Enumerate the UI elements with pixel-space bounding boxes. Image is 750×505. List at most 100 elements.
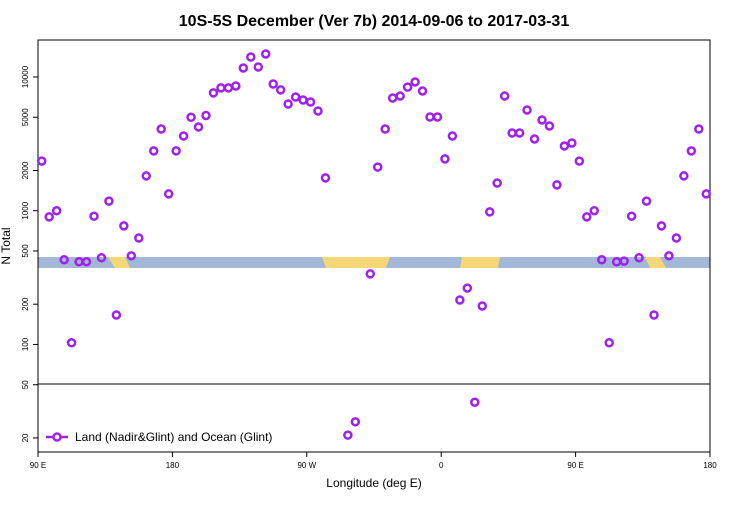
data-point bbox=[171, 146, 181, 156]
data-point bbox=[290, 92, 301, 102]
y-tick-label: 2000 bbox=[21, 161, 30, 179]
y-tick-label: 200 bbox=[21, 297, 30, 311]
plot-frame bbox=[37, 39, 711, 453]
data-point bbox=[559, 141, 570, 151]
data-point bbox=[679, 171, 689, 181]
y-tick-label: 500 bbox=[21, 244, 30, 258]
data-point bbox=[417, 86, 428, 96]
data-point bbox=[447, 131, 458, 141]
data-point bbox=[529, 134, 540, 144]
data-point bbox=[649, 310, 659, 320]
data-point bbox=[552, 180, 562, 190]
data-point bbox=[66, 337, 77, 348]
data-point bbox=[634, 252, 644, 263]
data-point bbox=[134, 233, 144, 243]
x-tick-label: 90 W bbox=[297, 461, 316, 470]
data-point bbox=[410, 77, 420, 87]
data-point bbox=[686, 146, 697, 156]
y-tick-label: 100 bbox=[21, 337, 30, 351]
data-point bbox=[582, 212, 592, 222]
data-point bbox=[477, 301, 488, 311]
data-point bbox=[462, 283, 473, 293]
x-axis-label: Longitude (deg E) bbox=[326, 476, 421, 490]
data-point bbox=[656, 221, 667, 231]
x-tick-label: 180 bbox=[166, 461, 180, 470]
y-tick-label: 20 bbox=[21, 433, 30, 442]
data-point bbox=[522, 105, 532, 115]
y-tick-label: 50 bbox=[21, 380, 30, 389]
data-point bbox=[380, 124, 390, 134]
data-point bbox=[499, 91, 510, 101]
data-point bbox=[231, 81, 241, 91]
data-point bbox=[156, 124, 166, 134]
data-point bbox=[537, 115, 547, 125]
x-tick-label: 90 E bbox=[567, 461, 583, 470]
data-point bbox=[141, 171, 152, 181]
data-point bbox=[455, 295, 465, 305]
data-point bbox=[44, 212, 54, 222]
y-tick-label: 10000 bbox=[21, 65, 30, 88]
data-point bbox=[186, 112, 196, 122]
data-point bbox=[51, 205, 62, 216]
data-point bbox=[701, 189, 712, 199]
data-point bbox=[641, 196, 652, 206]
y-tick-label: 5000 bbox=[21, 108, 30, 126]
chart-title: 10S-5S December (Ver 7b) 2014-09-06 to 2… bbox=[179, 13, 570, 30]
data-point bbox=[372, 162, 383, 172]
data-point bbox=[402, 82, 413, 92]
data-point bbox=[268, 79, 278, 89]
x-tick-label: 90 E bbox=[30, 461, 46, 470]
data-point bbox=[514, 128, 525, 138]
data-point bbox=[604, 337, 614, 348]
data-point bbox=[96, 252, 107, 263]
data-point bbox=[589, 205, 600, 216]
data-point bbox=[59, 254, 69, 265]
data-point bbox=[484, 207, 495, 217]
data-point bbox=[470, 397, 480, 407]
data-point bbox=[350, 417, 361, 427]
data-point bbox=[626, 211, 637, 221]
land-band bbox=[460, 257, 500, 268]
data-point bbox=[596, 254, 607, 265]
data-point bbox=[126, 251, 137, 261]
x-tick-label: 0 bbox=[439, 461, 444, 470]
map-band bbox=[38, 257, 710, 268]
data-point bbox=[283, 99, 293, 109]
data-point bbox=[492, 178, 502, 188]
data-point bbox=[119, 221, 129, 231]
data-point bbox=[313, 106, 323, 116]
data-point bbox=[365, 269, 376, 279]
data-point bbox=[201, 110, 211, 121]
data-point bbox=[260, 49, 271, 59]
data-point bbox=[305, 97, 316, 107]
data-point bbox=[246, 52, 256, 62]
data-point bbox=[432, 112, 443, 122]
data-point bbox=[694, 124, 704, 134]
land-band bbox=[322, 257, 390, 268]
data-point bbox=[111, 310, 122, 320]
data-point bbox=[253, 62, 264, 72]
data-point bbox=[148, 146, 159, 156]
y-tick-label: 1000 bbox=[21, 201, 30, 219]
data-point bbox=[104, 196, 114, 206]
data-point bbox=[163, 189, 174, 199]
y-axis-label: N Total bbox=[0, 227, 13, 264]
data-point bbox=[395, 91, 405, 101]
data-point bbox=[238, 63, 249, 73]
data-point bbox=[619, 256, 629, 266]
data-point bbox=[81, 257, 92, 267]
data-point bbox=[275, 85, 286, 95]
land-band bbox=[645, 257, 666, 268]
legend-marker bbox=[52, 432, 62, 442]
data-point bbox=[178, 131, 189, 141]
data-point bbox=[89, 211, 99, 221]
land-band bbox=[108, 257, 130, 268]
data-point bbox=[544, 121, 555, 131]
data-point bbox=[567, 138, 577, 148]
x-tick-label: 180 bbox=[703, 461, 717, 470]
data-point bbox=[574, 156, 585, 166]
data-point bbox=[664, 251, 674, 261]
data-point bbox=[320, 173, 331, 183]
